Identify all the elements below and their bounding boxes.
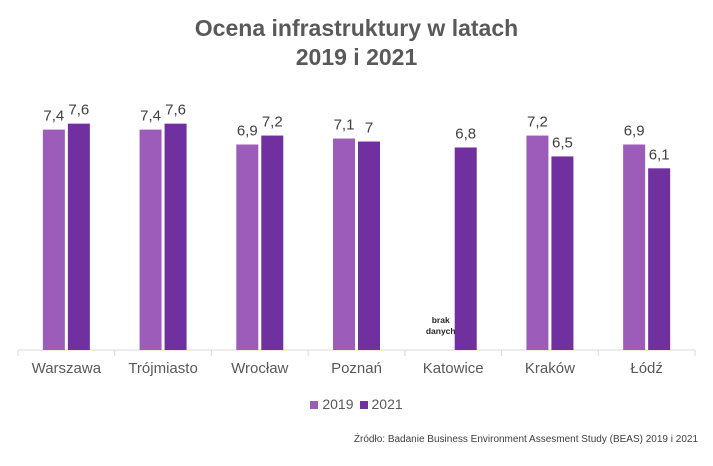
bar-2019: [139, 129, 162, 350]
x-tick-label: Kraków: [525, 360, 575, 377]
bar-2019: [236, 144, 259, 350]
legend-swatch: [310, 401, 319, 410]
legend-item-2019: 2019: [310, 396, 354, 412]
source-note: Źródło: Badanie Business Environment Ass…: [353, 434, 698, 445]
legend-swatch: [359, 401, 368, 410]
missing-data-annotation: danych: [426, 326, 456, 336]
data-label: 6,1: [649, 146, 670, 163]
data-label: 6,8: [455, 125, 476, 142]
bar-2021: [358, 141, 380, 350]
legend: 2019 2021: [0, 396, 713, 412]
chart-title-line-2: 2019 i 2021: [295, 44, 418, 70]
data-label: 6,5: [552, 134, 573, 151]
bar-2021: [261, 135, 284, 350]
bar-2019: [42, 129, 65, 350]
x-tick-label: Wrocław: [231, 360, 288, 377]
legend-label: 2019: [322, 396, 354, 412]
bar-2019: [526, 135, 549, 350]
data-label: 7,6: [165, 102, 186, 119]
data-label: 7,4: [43, 108, 64, 125]
legend-label: 2021: [371, 396, 403, 412]
bar-2021: [648, 168, 671, 350]
bar-2019: [333, 138, 355, 350]
bar-2019: [623, 144, 646, 350]
data-label: 7,6: [68, 102, 89, 119]
chart-title: Ocena infrastruktury w latach 2019 i 202…: [0, 14, 713, 72]
data-label: 7,4: [140, 108, 161, 125]
data-label: 7,2: [262, 114, 283, 131]
missing-data-annotation: brak: [432, 315, 450, 325]
chart-title-line-1: Ocena infrastruktury w latach: [194, 15, 519, 41]
x-tick-label: Warszawa: [32, 360, 102, 377]
bar-2021: [551, 156, 574, 350]
x-tick-label: Trójmiasto: [128, 360, 197, 377]
x-tick-label: Poznań: [331, 360, 382, 377]
x-tick-label: Łódź: [630, 360, 663, 377]
data-label: 7: [365, 120, 373, 137]
data-label: 7,1: [334, 117, 355, 134]
x-tick-label: Katowice: [423, 360, 484, 377]
data-label: 7,2: [527, 114, 548, 131]
bar-2021: [164, 123, 187, 350]
bar-2021: [454, 147, 477, 350]
legend-item-2021: 2021: [359, 396, 403, 412]
bar-2021: [67, 123, 90, 350]
data-label: 6,9: [624, 123, 645, 140]
data-label: 6,9: [237, 123, 258, 140]
